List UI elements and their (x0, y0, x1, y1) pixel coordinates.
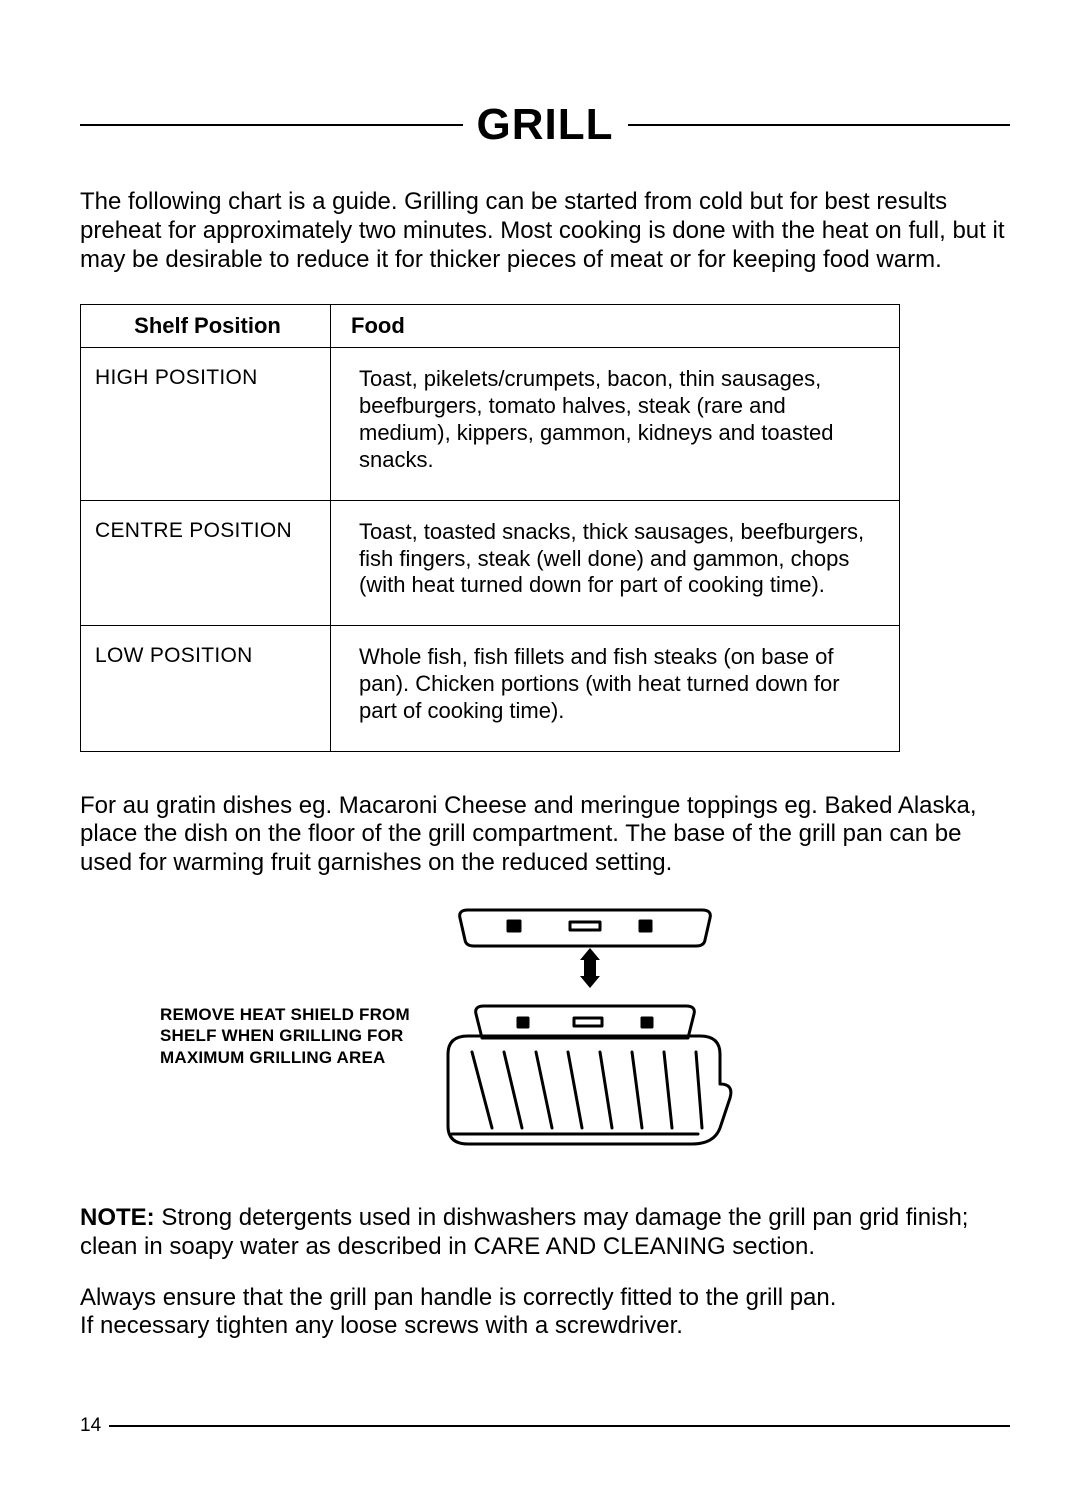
caption-line: MAXIMUM GRILLING AREA (160, 1048, 386, 1067)
note-body: Strong detergents used in dishwashers ma… (80, 1204, 968, 1260)
heat-shield-caption: REMOVE HEAT SHIELD FROM SHELF WHEN GRILL… (160, 1004, 410, 1068)
shelf-cell: LOW POSITION (81, 626, 331, 751)
handle-line: Always ensure that the grill pan handle … (80, 1284, 836, 1311)
handle-line: If necessary tighten any loose screws wi… (80, 1312, 683, 1339)
after-table-paragraph: For au gratin dishes eg. Macaroni Cheese… (80, 792, 1010, 878)
page-number: 14 (80, 1415, 109, 1437)
shelf-cell: HIGH POSITION (81, 348, 331, 500)
section-title: GRILL (463, 100, 628, 150)
note-paragraph: NOTE: Strong detergents used in dishwash… (80, 1204, 1010, 1262)
caption-line: SHELF WHEN GRILLING FOR (160, 1026, 404, 1045)
caption-line: REMOVE HEAT SHIELD FROM (160, 1005, 410, 1024)
handle-paragraph: Always ensure that the grill pan handle … (80, 1284, 1010, 1342)
grill-guide-table: Shelf Position Food HIGH POSITION Toast,… (80, 304, 900, 751)
food-cell: Whole fish, fish fillets and fish steaks… (331, 626, 900, 751)
footer-rule (109, 1425, 1010, 1427)
note-label: NOTE: (80, 1204, 155, 1231)
table-row: HIGH POSITION Toast, pikelets/crumpets, … (81, 348, 900, 500)
table-header-row: Shelf Position Food (81, 305, 900, 348)
title-rule-right (628, 124, 1011, 126)
page-footer: 14 (80, 1415, 1010, 1437)
grill-shelf-diagram-icon (430, 906, 740, 1166)
intro-paragraph: The following chart is a guide. Grilling… (80, 188, 1010, 274)
shelf-cell: CENTRE POSITION (81, 500, 331, 625)
heat-shield-figure: REMOVE HEAT SHIELD FROM SHELF WHEN GRILL… (160, 906, 1010, 1166)
table-row: LOW POSITION Whole fish, fish fillets an… (81, 626, 900, 751)
col-header-shelf: Shelf Position (81, 305, 331, 348)
section-title-row: GRILL (80, 100, 1010, 150)
food-cell: Toast, pikelets/crumpets, bacon, thin sa… (331, 348, 900, 500)
food-cell: Toast, toasted snacks, thick sausages, b… (331, 500, 900, 625)
col-header-food: Food (331, 305, 900, 348)
table-row: CENTRE POSITION Toast, toasted snacks, t… (81, 500, 900, 625)
title-rule-left (80, 124, 463, 126)
